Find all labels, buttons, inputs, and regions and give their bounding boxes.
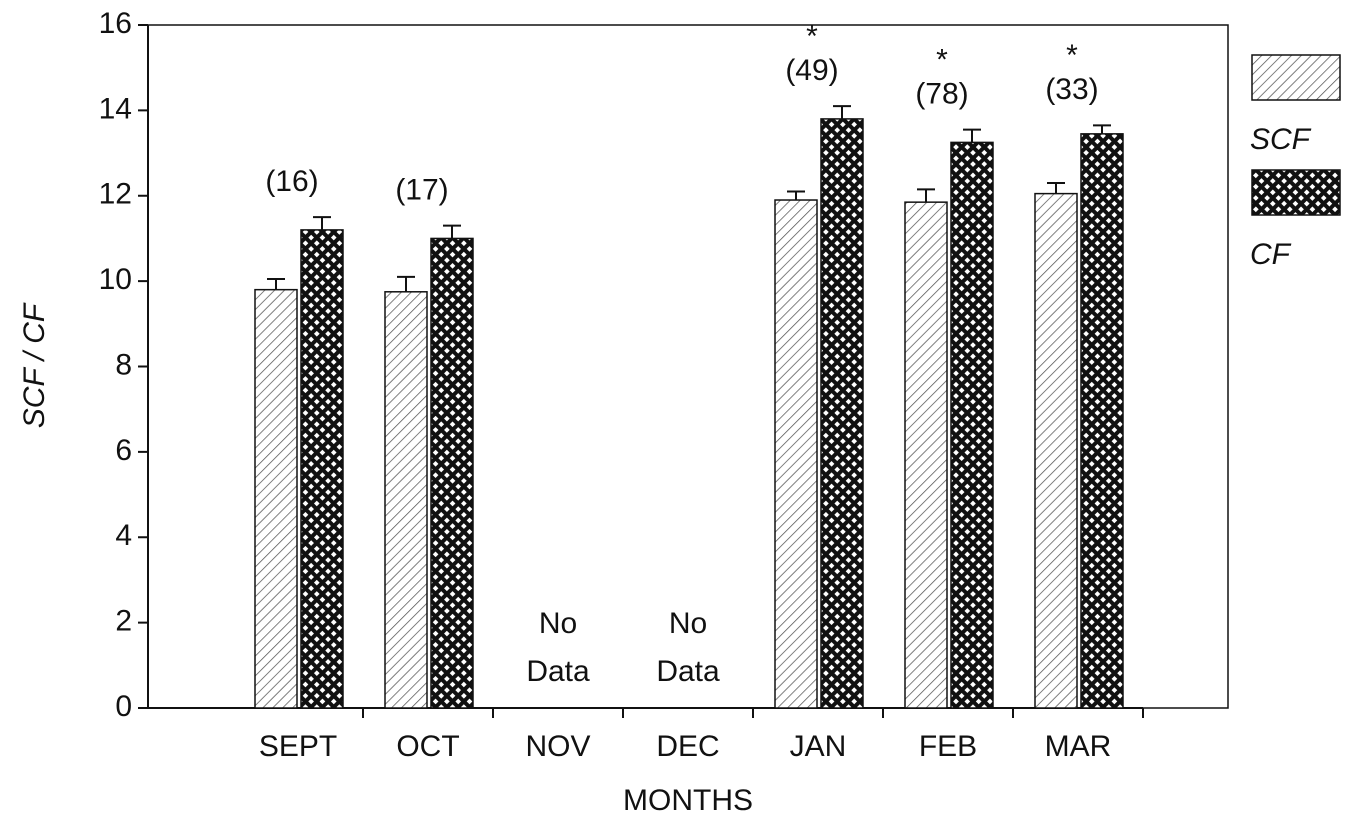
- note-line: Data: [656, 655, 720, 688]
- significance-mark: *: [1066, 39, 1078, 72]
- sample-size-note: (49): [785, 54, 838, 87]
- bar: [1034, 192, 1078, 709]
- y-tick-label: 8: [115, 348, 132, 381]
- y-tick-label: 10: [99, 263, 132, 296]
- x-tick-label: MAR: [1045, 730, 1112, 763]
- y-tick-label: 14: [99, 92, 132, 125]
- x-tick-label: OCT: [396, 730, 459, 763]
- legend-swatch: [1251, 169, 1341, 216]
- x-tick-label: NOV: [525, 730, 590, 763]
- sample-size-note: (17): [395, 174, 448, 207]
- y-tick-label: 4: [115, 519, 132, 552]
- bar: [1080, 133, 1124, 709]
- significance-mark: *: [806, 20, 818, 53]
- y-tick-label: 2: [115, 605, 132, 638]
- y-axis-label: SCF / CF: [18, 302, 51, 428]
- y-tick-label: 0: [115, 690, 132, 723]
- sample-size-note: (16): [265, 165, 318, 198]
- legend-label: SCF: [1250, 123, 1312, 156]
- y-tick-label: 6: [115, 434, 132, 467]
- legend-swatch: [1251, 54, 1341, 101]
- sample-size-note: (78): [915, 78, 968, 111]
- x-tick-label: SEPT: [259, 730, 337, 763]
- x-tick-label: DEC: [656, 730, 719, 763]
- bar: [430, 237, 474, 709]
- bar: [254, 288, 298, 709]
- bar: [950, 141, 994, 709]
- note-line: Data: [526, 655, 590, 688]
- x-tick-label: JAN: [790, 730, 847, 763]
- no-data-note: No Data: [526, 607, 590, 688]
- bar: [820, 118, 864, 709]
- note-line: No: [669, 607, 707, 640]
- legend-label: CF: [1250, 238, 1292, 271]
- significance-mark: *: [936, 44, 948, 77]
- no-data-note: No Data: [656, 607, 720, 688]
- bar: [384, 291, 428, 709]
- note-line: No: [539, 607, 577, 640]
- bar: [774, 199, 818, 709]
- bar: [904, 201, 948, 709]
- sample-size-note: (33): [1045, 73, 1098, 106]
- y-tick-label: 16: [99, 7, 132, 40]
- y-tick-label: 12: [99, 178, 132, 211]
- x-tick-label: FEB: [919, 730, 977, 763]
- bar: [300, 229, 344, 709]
- x-axis-label: MONTHS: [623, 784, 753, 817]
